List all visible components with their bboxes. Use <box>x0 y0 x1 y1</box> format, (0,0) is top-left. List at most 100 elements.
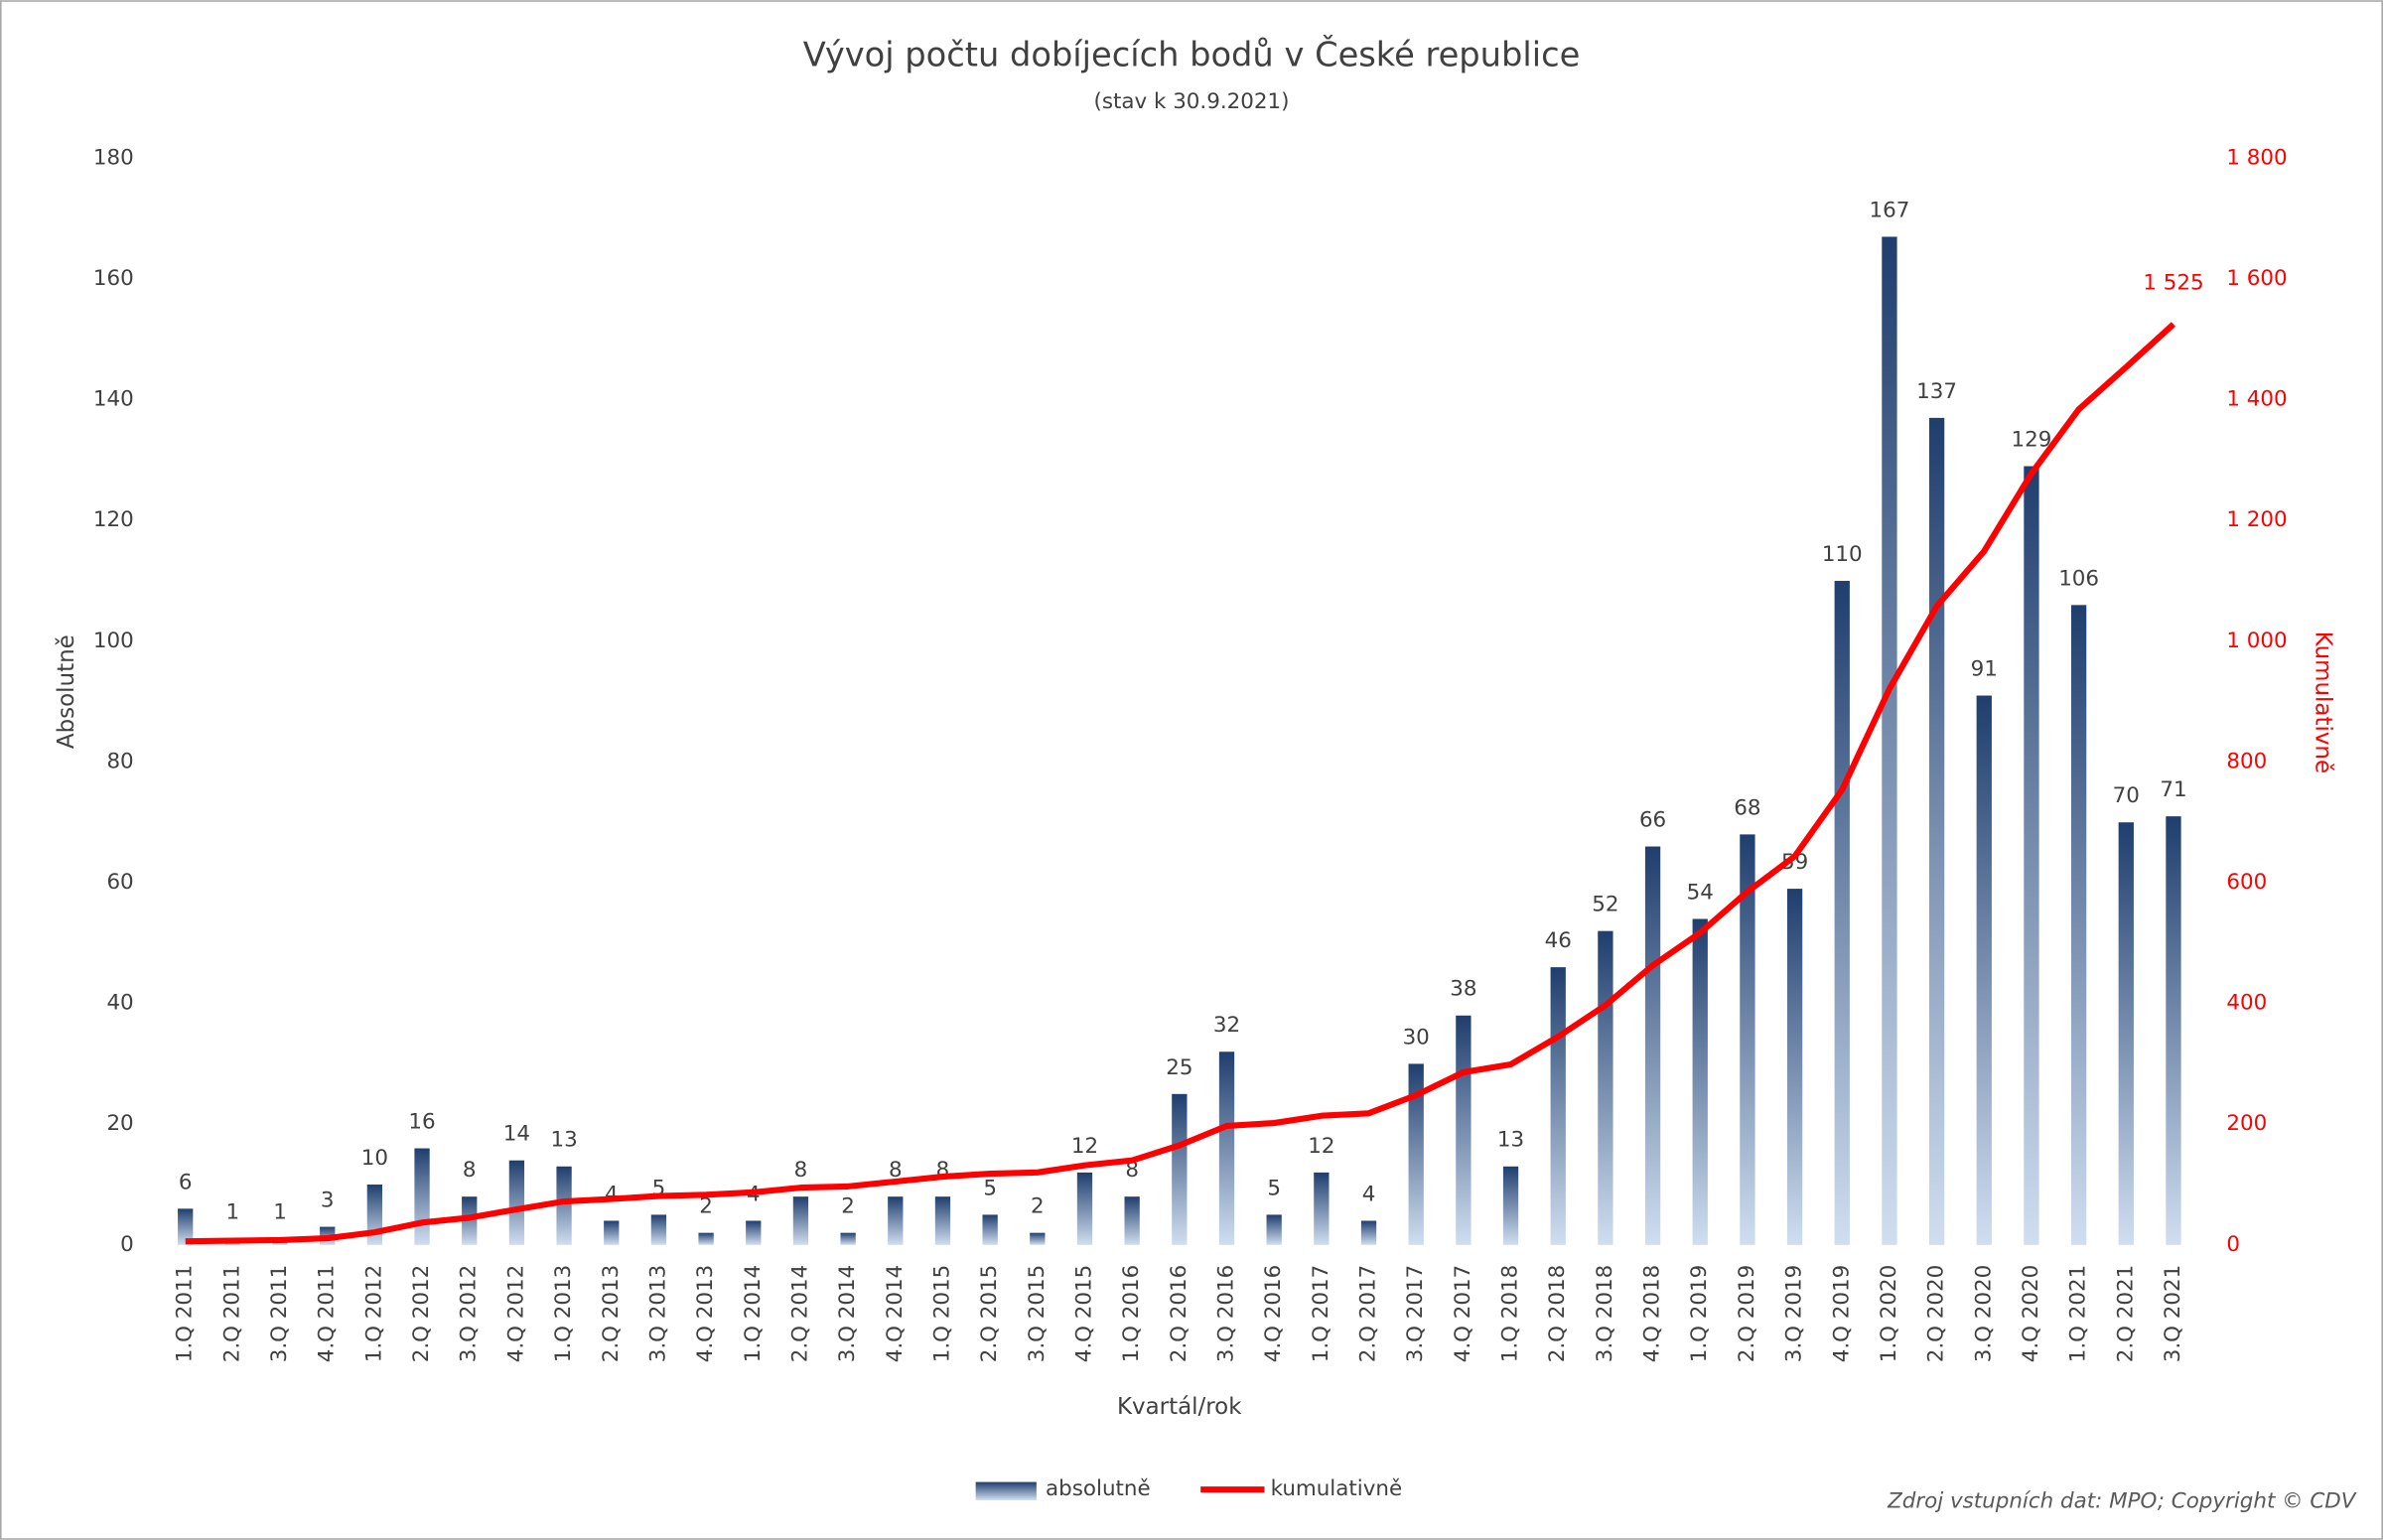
y2-axis-title: Kumulativně <box>2310 631 2335 773</box>
bar <box>840 1232 856 1245</box>
bar-value-label: 5 <box>1267 1176 1281 1200</box>
bar <box>1218 1051 1235 1245</box>
x-tick-label: 1.Q 2021 <box>2066 1265 2091 1363</box>
bar-value-label: 137 <box>1916 379 1957 404</box>
x-tick-label: 1.Q 2017 <box>1309 1265 1333 1363</box>
bar <box>1076 1172 1093 1245</box>
y2-tick-label: 1 800 <box>2226 145 2287 170</box>
y-tick-label: 40 <box>106 991 133 1016</box>
x-tick-label: 1.Q 2020 <box>1877 1265 1901 1363</box>
bar <box>746 1220 762 1245</box>
x-tick-label: 1.Q 2019 <box>1687 1265 1712 1363</box>
y2-tick-label: 1 400 <box>2226 387 2287 412</box>
chart-title: Vývoj počtu dobíjecích bodů v České repu… <box>803 34 1581 73</box>
x-axis-title: Kvartál/rok <box>1117 1394 1242 1420</box>
bar-value-label: 91 <box>1971 657 1998 682</box>
x-tick-label: 1.Q 2012 <box>361 1265 386 1363</box>
bar <box>604 1220 620 1245</box>
x-tick-label: 2.Q 2016 <box>1167 1265 1192 1363</box>
bar <box>556 1166 572 1245</box>
bar-value-label: 25 <box>1166 1055 1192 1080</box>
bar <box>1928 417 1945 1245</box>
x-tick-label: 3.Q 2021 <box>2161 1265 2185 1363</box>
y-tick-label: 100 <box>93 629 134 653</box>
bar <box>1740 834 1755 1245</box>
y2-tick-label: 800 <box>2226 749 2267 773</box>
x-tick-label: 2.Q 2011 <box>219 1265 244 1363</box>
bar-value-label: 2 <box>1031 1194 1045 1219</box>
y2-tick-label: 600 <box>2226 870 2267 895</box>
x-tick-label: 2.Q 2019 <box>1735 1265 1759 1363</box>
x-tick-label: 4.Q 2012 <box>503 1265 528 1363</box>
x-tick-label: 2.Q 2017 <box>1356 1265 1381 1363</box>
y2-tick-label: 1 200 <box>2226 507 2287 532</box>
x-tick-label: 4.Q 2019 <box>1829 1265 1854 1363</box>
x-tick-label: 3.Q 2017 <box>1403 1265 1428 1363</box>
bar <box>414 1148 430 1245</box>
bar-value-label: 10 <box>361 1146 388 1171</box>
bar <box>698 1232 714 1245</box>
bar-value-label: 4 <box>605 1182 619 1206</box>
bar <box>650 1214 667 1245</box>
x-tick-label: 3.Q 2013 <box>645 1265 670 1363</box>
y-tick-label: 160 <box>93 266 134 291</box>
y-axis-title: Absolutně <box>54 634 79 749</box>
bar <box>508 1160 525 1245</box>
bar-value-label: 66 <box>1639 808 1666 833</box>
bar-value-label: 52 <box>1592 893 1618 917</box>
x-tick-label: 3.Q 2016 <box>1214 1265 1239 1363</box>
y2-tick-label: 0 <box>2226 1232 2240 1257</box>
bar <box>1314 1172 1330 1245</box>
x-tick-label: 2.Q 2013 <box>599 1265 624 1363</box>
bar <box>2118 822 2134 1245</box>
bar-value-label: 71 <box>2160 777 2186 802</box>
x-tick-label: 1.Q 2015 <box>929 1265 954 1363</box>
y-tick-label: 60 <box>106 870 133 895</box>
bar <box>2070 605 2087 1245</box>
bar-value-label: 110 <box>1822 542 1863 567</box>
bar-value-label: 106 <box>2058 566 2099 591</box>
x-tick-label: 4.Q 2015 <box>1071 1265 1096 1363</box>
bar <box>1644 846 1661 1245</box>
bar-value-label: 38 <box>1450 977 1476 1002</box>
legend-swatch <box>975 1481 1037 1500</box>
x-tick-label: 2.Q 2015 <box>977 1265 1002 1363</box>
x-tick-label: 3.Q 2015 <box>1025 1265 1050 1363</box>
bar <box>1976 695 1992 1245</box>
y-tick-label: 80 <box>106 749 133 773</box>
x-tick-label: 2.Q 2018 <box>1545 1265 1570 1363</box>
x-tick-label: 2.Q 2012 <box>409 1265 434 1363</box>
bar <box>1882 236 1897 1245</box>
bar-value-label: 1 <box>226 1200 240 1225</box>
x-tick-label: 3.Q 2014 <box>835 1265 860 1363</box>
bar <box>1408 1063 1424 1245</box>
bar-value-label: 68 <box>1734 795 1760 820</box>
bar <box>1598 930 1613 1245</box>
bar-value-label: 54 <box>1687 880 1714 905</box>
bar-value-label: 167 <box>1870 198 1910 222</box>
x-tick-label: 1.Q 2016 <box>1119 1265 1144 1363</box>
bar <box>1502 1166 1519 1245</box>
line-value-label: 1 525 <box>2143 270 2203 295</box>
bar <box>1456 1015 1472 1245</box>
bar-value-label: 32 <box>1213 1013 1240 1038</box>
source-note: Zdroj vstupních dat: MPO; Copyright © CD… <box>1887 1488 2357 1513</box>
bar-value-label: 129 <box>2012 427 2052 452</box>
bar <box>178 1208 194 1245</box>
bar-value-label: 16 <box>408 1110 435 1135</box>
bar <box>1030 1232 1046 1245</box>
bar-value-label: 5 <box>983 1176 997 1200</box>
bar-value-label: 1 <box>273 1200 287 1225</box>
x-tick-label: 4.Q 2018 <box>1640 1265 1665 1363</box>
y2-tick-label: 1 600 <box>2226 266 2287 291</box>
x-tick-label: 3.Q 2018 <box>1593 1265 1617 1363</box>
x-tick-label: 3.Q 2012 <box>457 1265 482 1363</box>
bar-value-label: 8 <box>463 1158 477 1183</box>
y-tick-label: 140 <box>93 387 134 412</box>
y-tick-label: 120 <box>93 507 134 532</box>
bar <box>1550 967 1566 1245</box>
legend-label: kumulativně <box>1271 1476 1403 1501</box>
y2-tick-label: 200 <box>2226 1111 2267 1136</box>
x-tick-label: 3.Q 2019 <box>1782 1265 1807 1363</box>
